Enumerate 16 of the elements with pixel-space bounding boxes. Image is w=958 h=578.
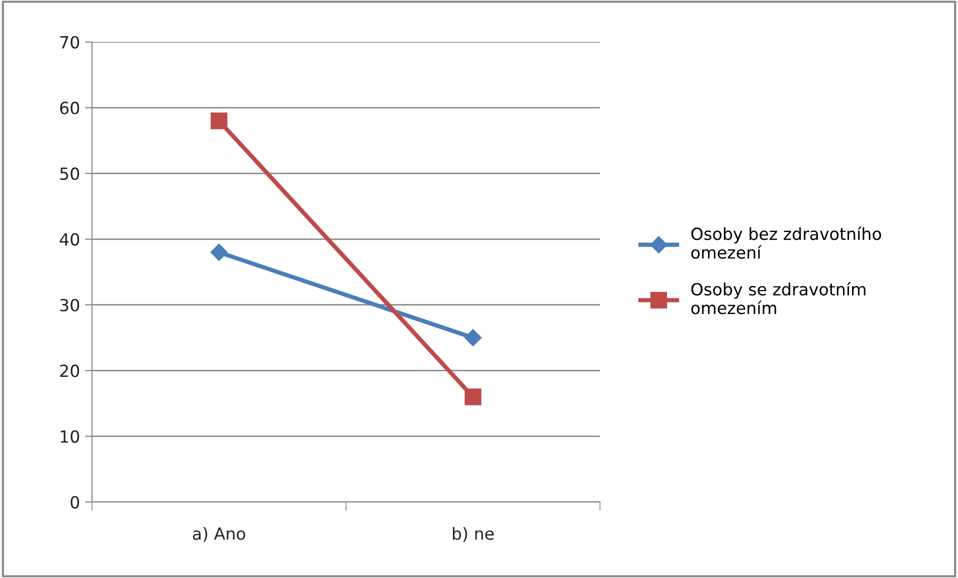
x-tick-label: b) ne [452, 527, 494, 542]
y-tick-label: 30 [60, 298, 80, 312]
point [210, 244, 228, 261]
point [464, 388, 482, 406]
y-tick-label: 10 [60, 430, 80, 443]
point [210, 112, 228, 130]
x-tick-label: a) Ano [192, 527, 246, 542]
y-tick-label: 60 [60, 102, 80, 114]
y-tick-label: 0 [70, 496, 80, 509]
point [464, 329, 482, 346]
y-tick-label: 50 [60, 167, 80, 180]
legend-label: Osoby se zdravotním omezením [691, 282, 866, 314]
y-tick-label: 40 [60, 233, 80, 246]
y-tick-label: 20 [60, 364, 80, 378]
legend-label: Osoby bez zdravotního omezení [691, 226, 882, 259]
y-tick-label: 70 [60, 36, 80, 49]
